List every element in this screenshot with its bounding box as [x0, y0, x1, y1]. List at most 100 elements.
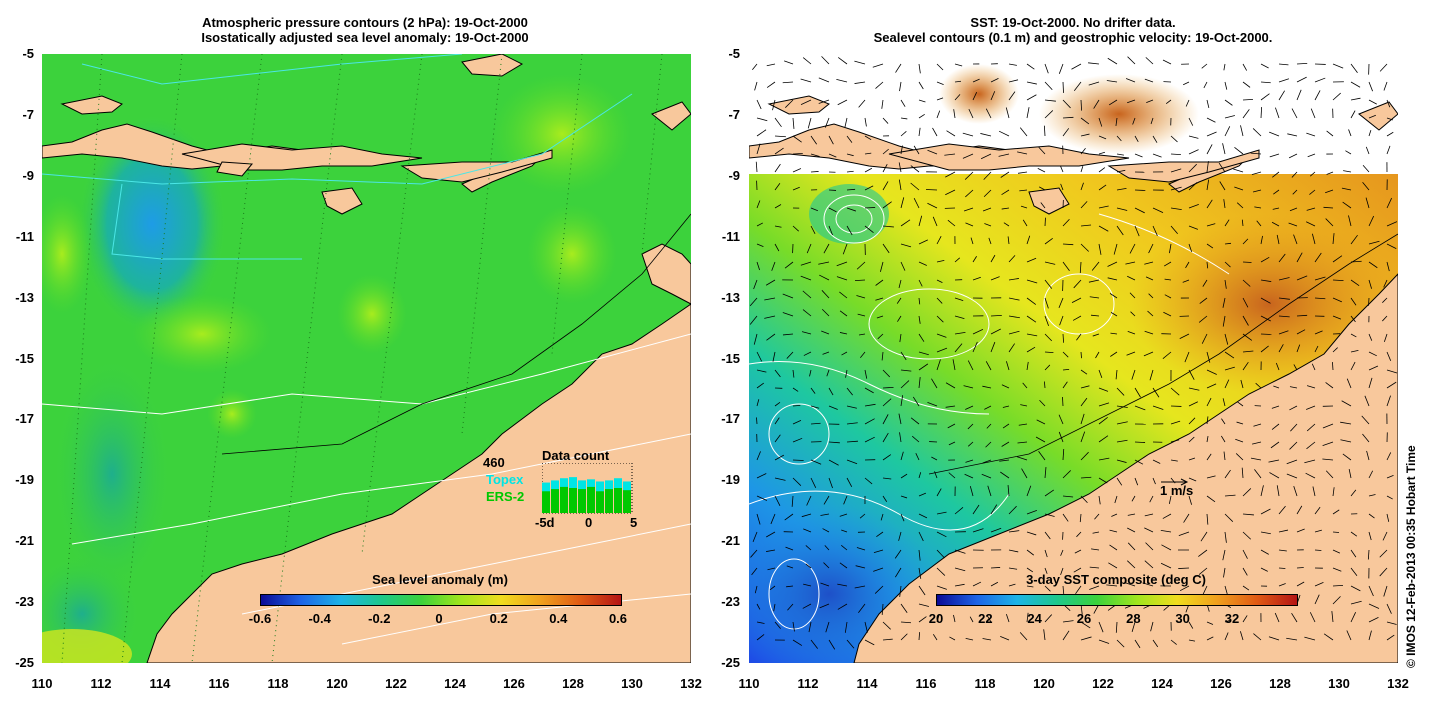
- velocity-arrow: [1040, 202, 1046, 209]
- velocity-arrow: [1182, 279, 1190, 283]
- velocity-arrow: [965, 638, 974, 641]
- velocity-arrow: [872, 63, 884, 68]
- velocity-arrow: [864, 418, 875, 425]
- velocity-arrow: [756, 634, 765, 641]
- velocity-arrow: [1332, 567, 1342, 572]
- velocity-arrow: [1116, 387, 1125, 396]
- velocity-arrow: [1206, 369, 1217, 375]
- velocity-arrow: [1293, 486, 1298, 497]
- velocity-arrow: [1080, 182, 1084, 191]
- velocity-arrow: [1098, 369, 1103, 379]
- velocity-arrow: [1044, 279, 1053, 289]
- velocity-arrow: [1198, 549, 1208, 557]
- velocity-arrow: [965, 459, 974, 463]
- velocity-arrow: [1314, 594, 1320, 605]
- y-tick-label: -17: [15, 411, 34, 427]
- velocity-arrow: [803, 351, 812, 356]
- velocity-arrow: [882, 432, 889, 443]
- velocity-arrow: [990, 527, 1002, 533]
- velocity-arrow: [792, 621, 795, 632]
- velocity-arrow: [828, 477, 833, 489]
- velocity-arrow: [1206, 131, 1217, 137]
- velocity-arrow: [900, 197, 905, 209]
- velocity-arrow: [980, 133, 992, 137]
- velocity-arrow: [1132, 117, 1136, 125]
- velocity-arrow: [1005, 107, 1010, 119]
- velocity-arrow: [1026, 612, 1029, 623]
- velocity-arrow: [807, 117, 812, 129]
- velocity-arrow: [1368, 513, 1375, 519]
- y-tick-label: -9: [22, 167, 34, 183]
- velocity-arrow: [774, 243, 780, 252]
- velocity-arrow: [1134, 459, 1144, 465]
- velocity-arrow: [846, 405, 857, 409]
- velocity-arrow: [1286, 473, 1298, 479]
- velocity-arrow: [1127, 513, 1136, 516]
- velocity-arrow: [984, 223, 992, 227]
- velocity-arrow: [932, 634, 938, 641]
- velocity-arrow: [936, 333, 947, 338]
- velocity-arrow: [774, 225, 782, 228]
- velocity-arrow: [1062, 261, 1070, 271]
- velocity-arrow: [1170, 387, 1180, 396]
- velocity-arrow: [1007, 485, 1010, 497]
- velocity-arrow: [755, 161, 758, 173]
- velocity-arrow: [1098, 477, 1108, 484]
- velocity-arrow: [1314, 276, 1326, 281]
- ers-count-bar: [551, 489, 559, 513]
- colorbar-tick-label: 32: [1224, 611, 1240, 626]
- velocity-arrow: [1044, 614, 1053, 623]
- colorbar-tick-label: 30: [1175, 611, 1190, 626]
- velocity-arrow: [818, 261, 830, 265]
- velocity-arrow: [1254, 206, 1262, 209]
- velocity-arrow: [984, 405, 992, 410]
- velocity-arrow: [801, 513, 812, 518]
- velocity-arrow: [810, 639, 818, 649]
- velocity-arrow: [1198, 315, 1208, 323]
- x-tick-label: 124: [1151, 676, 1173, 691]
- velocity-arrow: [1386, 634, 1395, 641]
- velocity-arrow: [1008, 297, 1020, 301]
- x-tick-label: 130: [621, 676, 643, 691]
- velocity-arrow: [990, 341, 996, 353]
- velocity-arrow: [1080, 369, 1088, 375]
- right-title-line2: Sealevel contours (0.1 m) and geostrophi…: [873, 30, 1273, 45]
- velocity-arrow: [1062, 495, 1074, 498]
- velocity-arrow: [953, 614, 956, 623]
- velocity-arrow: [823, 243, 830, 254]
- velocity-arrow: [998, 130, 1010, 137]
- velocity-arrow: [821, 308, 830, 317]
- velocity-arrow: [1150, 117, 1154, 125]
- velocity-arrow: [1260, 549, 1269, 555]
- velocity-arrow: [1116, 639, 1125, 648]
- velocity-arrow: [998, 153, 1010, 157]
- velocity-arrow: [882, 164, 888, 173]
- velocity-arrow: [1170, 225, 1178, 235]
- velocity-arrow: [1134, 153, 1143, 158]
- colorbar-tick-label: -0.2: [368, 611, 391, 626]
- velocity-arrow: [1331, 611, 1334, 623]
- velocity-arrow: [1127, 99, 1136, 104]
- velocity-arrow: [1271, 405, 1280, 409]
- velocity-arrow: [828, 405, 838, 410]
- velocity-arrow: [1206, 99, 1210, 109]
- velocity-arrow: [1188, 225, 1199, 230]
- velocity-arrow: [1092, 531, 1100, 534]
- velocity-arrow: [1134, 387, 1141, 398]
- velocity-arrow: [774, 454, 785, 461]
- velocity-arrow: [1379, 567, 1388, 577]
- velocity-arrow: [1008, 330, 1020, 335]
- velocity-arrow: [1162, 513, 1172, 519]
- velocity-arrow: [1222, 315, 1226, 327]
- velocity-arrow: [900, 351, 907, 361]
- velocity-arrow: [900, 621, 912, 624]
- velocity-arrow: [1080, 495, 1088, 504]
- velocity-arrow: [820, 513, 830, 516]
- velocity-arrow: [1098, 417, 1108, 425]
- velocity-arrow: [1125, 78, 1136, 83]
- velocity-arrow: [918, 63, 921, 74]
- velocity-arrow: [948, 441, 956, 446]
- velocity-arrow: [766, 549, 776, 552]
- velocity-arrow: [1076, 333, 1082, 341]
- velocity-arrow: [1098, 402, 1110, 407]
